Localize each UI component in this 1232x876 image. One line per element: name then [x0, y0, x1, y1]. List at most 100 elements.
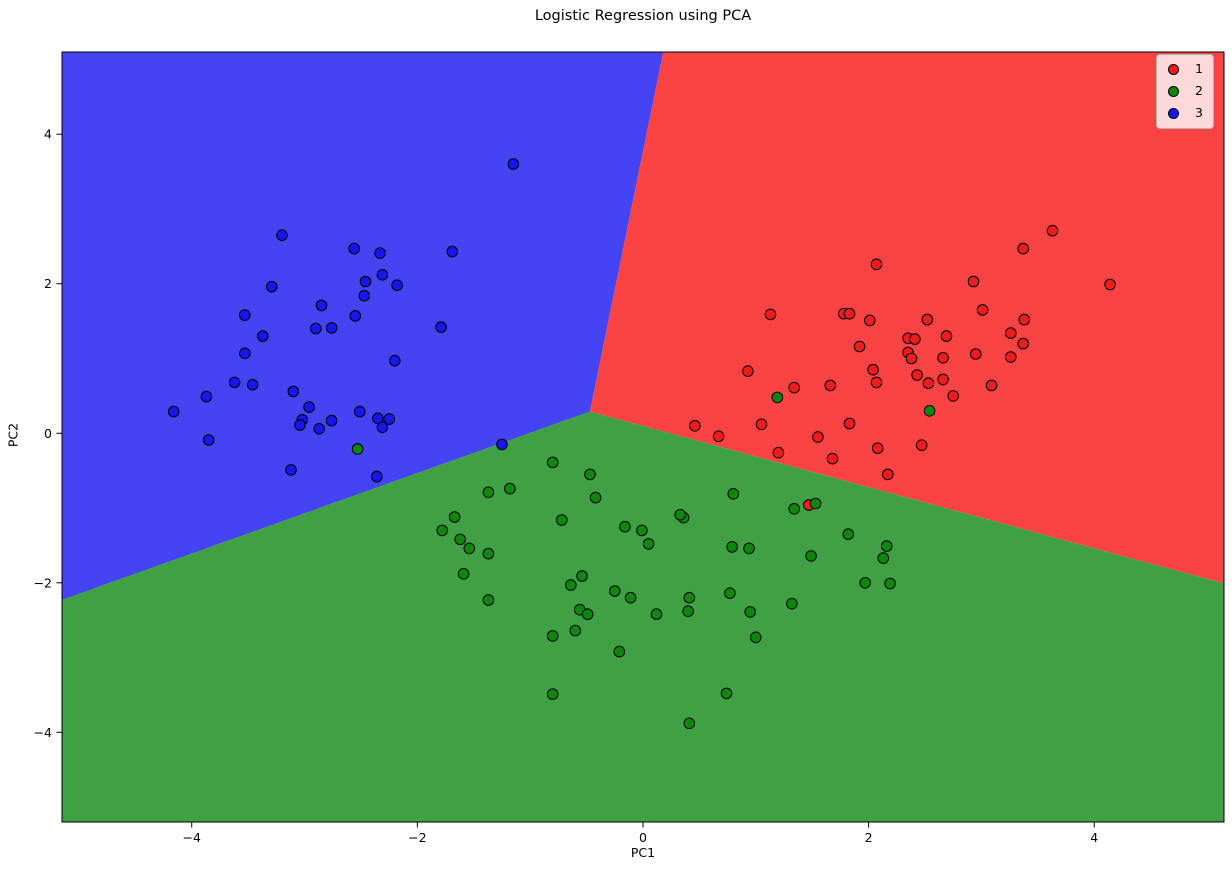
data-point-class-2	[805, 550, 817, 562]
legend-label: 1	[1195, 61, 1203, 77]
data-point-class-2	[884, 577, 896, 590]
legend-item-class-1: 1	[1168, 61, 1213, 78]
data-point-class-3	[239, 309, 251, 321]
data-point-class-2	[771, 391, 784, 404]
data-point-class-2	[436, 524, 449, 537]
data-point-class-2	[923, 405, 936, 417]
data-point-class-3	[313, 423, 326, 435]
data-point-class-3	[389, 354, 401, 367]
data-point-class-1	[967, 275, 980, 288]
legend-marker-icon	[1168, 64, 1179, 75]
data-point-class-2	[859, 577, 872, 589]
data-point-class-1	[937, 373, 949, 386]
data-point-class-2	[613, 645, 626, 658]
data-point-class-1	[1104, 278, 1116, 291]
decision-region-class-3	[62, 52, 664, 600]
data-point-class-3	[239, 347, 251, 360]
data-point-class-2	[556, 514, 568, 526]
data-point-class-2	[482, 547, 495, 560]
data-point-class-2	[454, 533, 467, 546]
data-point-class-3	[315, 299, 328, 312]
data-point-class-1	[755, 418, 768, 431]
data-point-class-1	[909, 333, 921, 345]
data-point-class-2	[683, 591, 696, 604]
data-point-class-3	[325, 322, 338, 334]
x-tick-label: −4	[183, 830, 201, 845]
legend-marker-icon	[1168, 86, 1179, 97]
data-point-class-1	[764, 308, 777, 321]
data-point-class-2	[682, 605, 694, 618]
data-point-class-1	[970, 348, 982, 360]
data-point-class-3	[310, 322, 322, 335]
data-point-class-3	[359, 275, 372, 288]
data-point-class-3	[287, 385, 300, 398]
data-point-class-1	[867, 363, 879, 376]
data-point-class-3	[446, 245, 459, 258]
data-point-class-2	[720, 687, 733, 700]
data-point-class-2	[809, 497, 822, 510]
data-point-class-2	[619, 520, 631, 533]
data-point-class-2	[584, 468, 596, 481]
data-point-class-2	[351, 443, 364, 455]
data-point-class-2	[788, 503, 801, 515]
legend: 1 2 3	[1156, 54, 1214, 129]
data-point-class-1	[940, 330, 953, 342]
data-point-class-2	[683, 717, 696, 730]
y-tick-label: −2	[34, 575, 52, 590]
data-point-class-3	[167, 405, 180, 418]
y-axis-label: PC2	[5, 422, 21, 448]
data-point-class-3	[348, 242, 361, 255]
data-point-class-3	[325, 414, 338, 427]
data-point-class-1	[864, 314, 876, 327]
data-point-class-1	[824, 379, 837, 392]
data-point-class-3	[376, 421, 389, 434]
x-tick-label: 2	[865, 830, 873, 845]
data-point-class-2	[546, 630, 559, 642]
data-point-class-2	[650, 608, 663, 621]
data-point-class-2	[609, 585, 621, 597]
data-point-class-1	[853, 340, 866, 353]
data-point-class-3	[276, 229, 288, 241]
data-point-class-2	[546, 456, 559, 469]
data-point-class-2	[724, 587, 736, 600]
data-point-class-1	[1005, 351, 1017, 363]
data-point-class-2	[589, 491, 602, 504]
data-point-class-2	[744, 606, 757, 618]
data-point-class-1	[915, 439, 928, 452]
data-point-class-3	[200, 390, 213, 403]
data-point-class-2	[636, 524, 648, 537]
data-point-class-1	[812, 431, 824, 443]
data-point-class-1	[921, 313, 934, 326]
x-tick-label: 4	[1090, 830, 1098, 845]
data-point-class-2	[546, 688, 559, 701]
data-point-class-1	[947, 390, 960, 402]
data-point-class-1	[870, 376, 883, 389]
data-point-class-2	[743, 542, 755, 555]
x-tick-label: −2	[408, 830, 426, 845]
data-point-class-3	[376, 269, 389, 281]
data-point-class-1	[843, 417, 856, 430]
data-point-class-1	[1005, 327, 1017, 339]
data-point-class-1	[788, 381, 801, 394]
data-point-class-3	[371, 470, 383, 483]
legend-label: 2	[1195, 83, 1203, 99]
data-point-class-3	[266, 280, 278, 293]
data-point-class-3	[496, 438, 508, 451]
data-point-class-2	[457, 568, 470, 580]
legend-marker-icon	[1168, 108, 1179, 119]
data-point-class-2	[463, 542, 476, 555]
data-point-class-3	[228, 376, 241, 389]
data-point-class-3	[246, 378, 259, 391]
data-point-class-3	[383, 413, 396, 425]
data-point-class-1	[1017, 337, 1030, 350]
data-point-class-3	[285, 464, 297, 476]
data-point-class-3	[358, 289, 371, 302]
data-point-class-2	[565, 579, 577, 591]
data-point-class-2	[750, 631, 762, 644]
data-point-class-2	[448, 511, 461, 523]
data-point-class-3	[349, 310, 362, 322]
y-tick-label: −4	[34, 725, 52, 740]
data-point-class-2	[576, 570, 588, 582]
